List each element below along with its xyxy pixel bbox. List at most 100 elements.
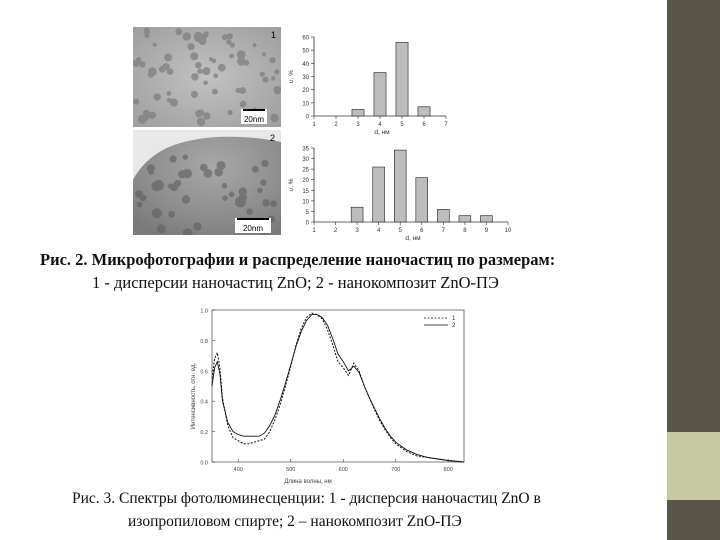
hist2-y-label: ʋ, %	[288, 178, 295, 191]
hist2-y-tick-label: 25	[302, 168, 309, 174]
spectra-x-tick-label: 400	[234, 467, 243, 473]
nanoparticle	[139, 61, 146, 68]
nanoparticle	[147, 71, 154, 78]
slide-canvas	[20, 0, 667, 540]
nanoparticle	[166, 91, 172, 96]
spectra-y-tick-label: 0.8	[200, 339, 208, 345]
spectra-y-tick-label: 1.0	[200, 309, 208, 315]
nanoparticle	[194, 31, 203, 41]
nanoparticle	[226, 39, 232, 45]
legend-label-1: 1	[452, 316, 456, 322]
spectra-x-tick-label: 700	[391, 467, 400, 473]
nanoparticle	[236, 50, 246, 59]
spectra-x-tick-label: 600	[339, 467, 348, 473]
nanoparticle	[227, 109, 233, 116]
nanoparticle	[238, 193, 248, 202]
nanoparticle	[152, 42, 157, 47]
hist1-bar	[373, 72, 387, 117]
hist2-x-tick-label: 1	[312, 228, 316, 234]
left-margin	[0, 0, 20, 540]
hist1-y-label: ʋ, %	[288, 70, 295, 83]
micrograph-1-image: 20nm 1	[133, 27, 281, 127]
nanoparticle	[190, 52, 199, 61]
hist1-y-tick-label: 30	[302, 75, 309, 81]
nanoparticle	[203, 169, 213, 178]
hist1-y-tick-label: 0	[306, 115, 310, 121]
nanoparticle	[182, 228, 193, 235]
nanoparticle	[203, 80, 208, 86]
spectra-x-tick-label: 800	[444, 467, 453, 473]
nanoparticle	[153, 93, 161, 101]
spectra-y-label: Интенсивность, отн. ед.	[191, 363, 197, 430]
nanoparticle	[182, 154, 188, 160]
nanoparticle	[174, 179, 182, 187]
nanoparticle	[213, 73, 219, 79]
nanoparticle	[221, 182, 228, 189]
nanoparticle	[216, 160, 226, 171]
nanoparticle	[270, 113, 279, 123]
nanoparticle	[197, 68, 203, 74]
nanoparticle	[153, 179, 165, 191]
nanoparticle	[135, 190, 143, 198]
figure-2-caption-line1: Рис. 2. Микрофотографии и распределение …	[40, 250, 556, 269]
nanoparticle	[190, 90, 198, 98]
hist2-y-tick-label: 0	[306, 221, 310, 227]
nanoparticle	[162, 63, 170, 71]
hist1-x-tick-label: 2	[334, 122, 338, 128]
nanoparticle	[148, 111, 156, 120]
scale-bar-label: 20nm	[243, 224, 263, 233]
nanoparticle	[191, 73, 199, 81]
micrograph-1: 20nm 1	[133, 27, 281, 127]
hist1-y-tick-label: 50	[302, 49, 309, 55]
nanoparticle	[228, 191, 235, 198]
nanoparticle	[261, 159, 269, 168]
nanoparticle	[169, 98, 178, 107]
slide-strip-accent	[667, 432, 720, 500]
hist2-x-tick-label: 4	[377, 228, 381, 234]
micrograph-2-image: 20nm 2	[133, 130, 281, 235]
micrograph-number: 2	[270, 133, 275, 143]
figure-3-caption-line2: изопропиловом спирте; 2 – нанокомпозит Z…	[128, 513, 462, 530]
nanoparticle	[235, 87, 241, 94]
spectra-x-label: Длина волны, нм	[284, 479, 331, 485]
nanoparticle	[199, 163, 208, 172]
nanoparticle	[151, 208, 162, 219]
nanoparticle	[229, 53, 235, 59]
nanoparticle	[246, 208, 253, 215]
hist2-bar	[458, 215, 472, 223]
hist2-bar	[437, 209, 450, 223]
nanoparticle	[175, 28, 183, 36]
nanoparticle	[136, 201, 143, 208]
hist2-x-label: d, нм	[405, 235, 421, 242]
nanoparticle	[133, 98, 140, 105]
hist2-y-tick-label: 30	[302, 157, 309, 163]
hist2-x-tick-label: 10	[505, 228, 512, 234]
spectra-y-tick-label: 0.2	[200, 430, 208, 436]
nanoparticle	[164, 53, 173, 62]
hist1-bar	[395, 41, 409, 117]
nanoparticle	[187, 43, 195, 51]
hist2-y-tick-label: 20	[302, 178, 309, 184]
nanoparticle	[195, 61, 202, 69]
nanoparticle	[230, 42, 235, 48]
nanoparticle	[211, 88, 218, 95]
nanoparticle	[203, 112, 211, 120]
nanoparticle	[143, 115, 150, 121]
hist1-x-label: d, нм	[374, 129, 390, 136]
hist2-y-tick-label: 5	[306, 210, 310, 216]
spectra-y-tick-label: 0.6	[200, 369, 208, 375]
nanoparticle	[274, 69, 280, 75]
hist1-x-tick-label: 3	[356, 122, 360, 128]
nanoparticle	[269, 57, 276, 64]
hist2-bar	[480, 215, 493, 223]
nanoparticle	[260, 179, 267, 186]
nanoparticle	[181, 195, 191, 204]
hist1-y-tick-label: 60	[302, 36, 309, 42]
hist2-bar	[393, 149, 407, 223]
nanoparticle	[217, 63, 226, 72]
nanoparticle	[239, 87, 246, 94]
hist2-bar	[372, 166, 385, 223]
figure-3-caption-line1: Рис. 3. Спектры фотолюминесценции: 1 - д…	[72, 490, 541, 507]
nanoparticle	[143, 27, 151, 35]
spectra-plot-frame	[211, 309, 465, 463]
